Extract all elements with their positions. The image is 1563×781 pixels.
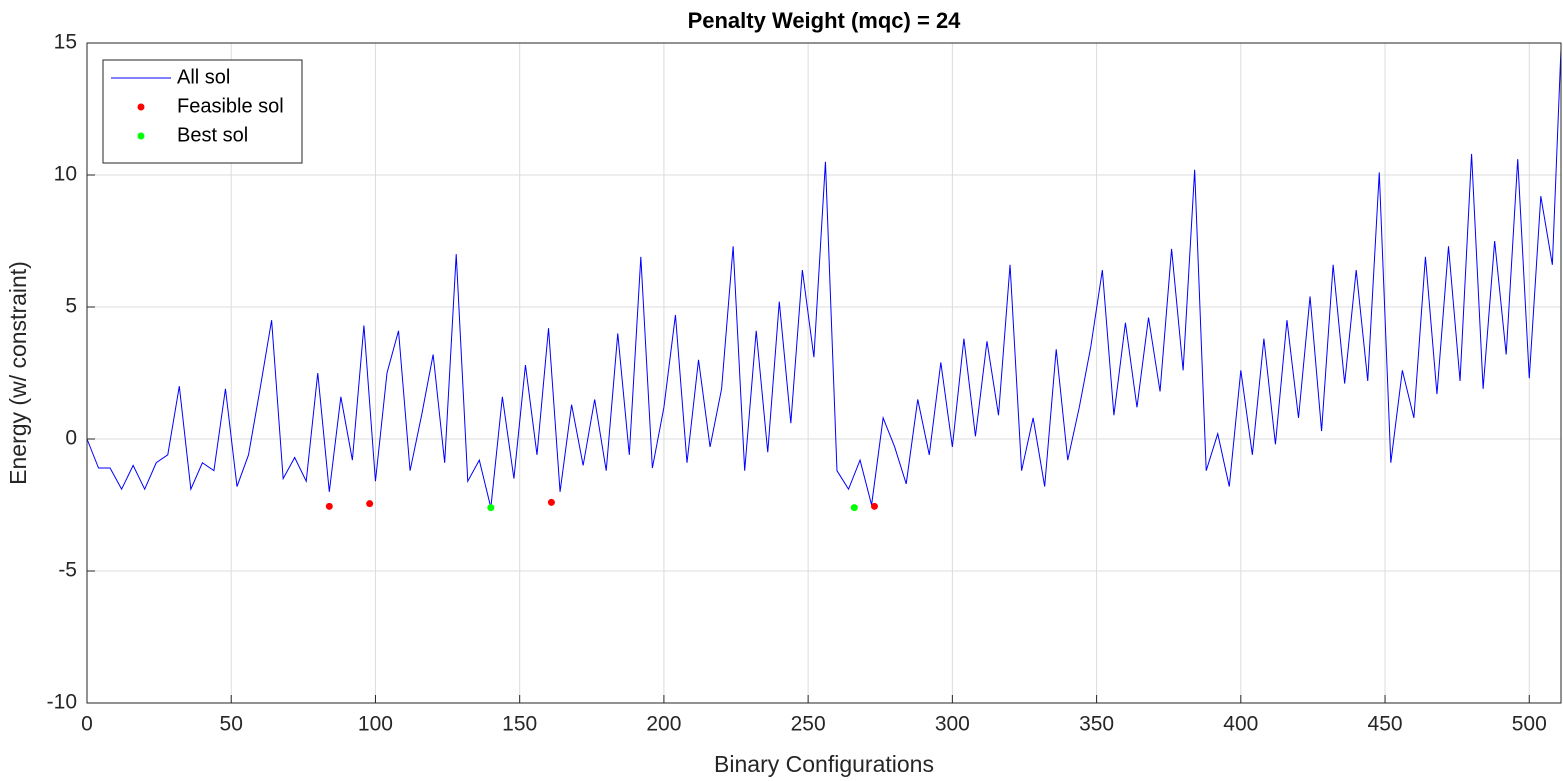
chart-title: Penalty Weight (mqc) = 24 (688, 8, 962, 33)
x-tick-label: 250 (791, 713, 826, 736)
point (366, 500, 374, 508)
x-tick-label: 0 (81, 713, 93, 736)
plot-area (87, 43, 1561, 703)
y-tick-label: 10 (54, 163, 77, 186)
x-tick-label: 50 (220, 713, 243, 736)
axes-box (86, 42, 1562, 704)
legend-box (102, 59, 303, 164)
point (850, 504, 858, 512)
legend-marker (137, 132, 145, 140)
x-tick-label: 150 (502, 713, 537, 736)
x-tick-label: 300 (935, 713, 970, 736)
legend-label: Best sol (177, 124, 248, 146)
y-axis-label: Energy (w/ constraint) (5, 261, 31, 485)
y-tick-label: -5 (58, 559, 77, 582)
x-tick-label: 350 (1079, 713, 1114, 736)
point (325, 502, 333, 510)
y-tick-label: 0 (65, 427, 77, 450)
x-tick-label: 100 (358, 713, 393, 736)
legend-label: All sol (177, 66, 230, 88)
x-tick-label: 200 (646, 713, 681, 736)
x-tick-label: 400 (1223, 713, 1258, 736)
x-tick-label: 500 (1512, 713, 1547, 736)
point (487, 504, 495, 512)
y-tick-label: -10 (47, 691, 77, 714)
y-tick-label: 5 (65, 295, 77, 318)
point (547, 498, 555, 506)
legend-label: Feasible sol (177, 95, 284, 117)
line (86, 48, 1562, 508)
legend-marker (137, 103, 145, 111)
point (870, 502, 878, 510)
y-tick-label: 15 (54, 31, 77, 54)
x-tick-label: 450 (1368, 713, 1403, 736)
x-axis-label: Binary Configurations (714, 751, 934, 777)
